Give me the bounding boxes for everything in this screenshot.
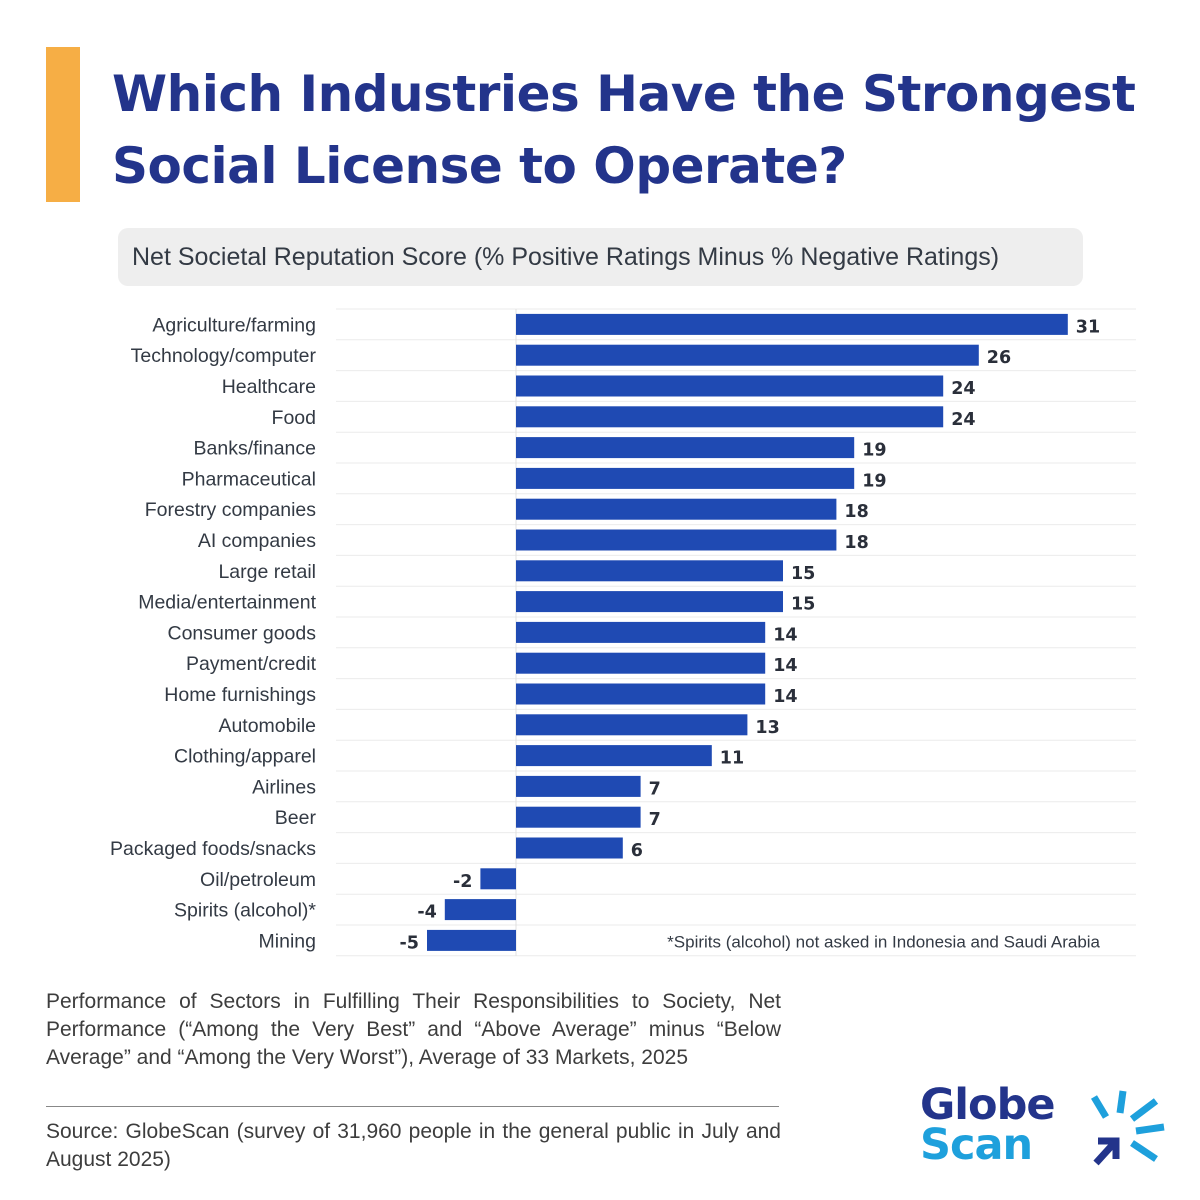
category-label: Forestry companies: [145, 499, 316, 521]
data-label: 19: [862, 441, 886, 461]
title-line-1: Which Industries Have the Strongest: [112, 65, 1136, 123]
category-label: Agriculture/farming: [152, 314, 316, 336]
data-label: 15: [791, 564, 815, 584]
category-label: Automobile: [218, 715, 316, 737]
bar: [516, 745, 712, 767]
data-label: 14: [773, 656, 797, 676]
bar: [516, 621, 766, 643]
data-label: -2: [453, 872, 472, 892]
bar: [516, 375, 944, 397]
data-label: 13: [755, 718, 779, 738]
subtitle-box: Net Societal Reputation Score (% Positiv…: [118, 228, 1083, 286]
category-label: Large retail: [218, 561, 316, 583]
logo-word-scan: Scan: [920, 1120, 1033, 1170]
data-label: 7: [649, 779, 661, 799]
data-label: 15: [791, 595, 815, 615]
category-label: Consumer goods: [168, 622, 317, 644]
data-label: 18: [844, 533, 868, 553]
category-label: Mining: [259, 930, 316, 952]
bar: [516, 683, 766, 705]
data-label: 14: [773, 687, 797, 707]
chart-subtitle: Net Societal Reputation Score (% Positiv…: [132, 242, 1000, 271]
category-label: Pharmaceutical: [182, 468, 316, 490]
title-accent-bar: [46, 47, 80, 202]
bar: [516, 714, 748, 736]
category-label: Media/entertainment: [138, 592, 316, 614]
data-label: -5: [400, 933, 419, 953]
bar: [516, 560, 783, 582]
bar: [427, 929, 516, 951]
data-label: 14: [773, 625, 797, 645]
category-label: Healthcare: [222, 376, 316, 398]
category-label: Payment/credit: [186, 653, 317, 675]
data-label: -4: [417, 903, 436, 923]
data-label: 6: [631, 841, 643, 861]
data-label: 19: [862, 471, 886, 491]
data-label: 18: [844, 502, 868, 522]
category-label: Spirits (alcohol)*: [174, 900, 316, 922]
category-label: Technology/computer: [131, 345, 317, 367]
bar: [516, 652, 766, 674]
bar: [480, 868, 516, 890]
data-label: 26: [987, 348, 1011, 368]
bar: [516, 344, 979, 366]
category-label: AI companies: [198, 530, 316, 552]
logo-word-globe: Globe: [920, 1080, 1056, 1130]
bar: [516, 406, 944, 428]
bar: [516, 775, 641, 797]
bar: [516, 806, 641, 828]
bar: [516, 437, 855, 459]
chart-title: Which Industries Have the Strongest Soci…: [112, 58, 1172, 202]
category-label: Clothing/apparel: [174, 746, 316, 768]
bar: [516, 313, 1068, 335]
category-label: Food: [272, 407, 316, 429]
category-label: Oil/petroleum: [200, 869, 316, 891]
category-label: Packaged foods/snacks: [110, 838, 316, 860]
logo-wordmark: Globe Scan: [920, 1080, 1056, 1170]
data-label: 24: [951, 379, 975, 399]
spirits-annotation: *Spirits (alcohol) not asked in Indonesi…: [667, 932, 1100, 951]
data-label: 11: [720, 749, 744, 769]
data-label: 31: [1076, 317, 1100, 337]
data-label: 24: [951, 410, 975, 430]
category-label: Beer: [275, 807, 317, 829]
source-note: Source: GlobeScan (survey of 31,960 peop…: [46, 1120, 781, 1171]
bar: [516, 498, 837, 520]
bar: [516, 529, 837, 551]
bar: [444, 899, 516, 921]
logo-burst-icon: [1090, 1090, 1165, 1166]
bar: [516, 591, 783, 613]
data-label: 7: [649, 810, 661, 830]
category-label: Home furnishings: [164, 684, 316, 706]
bar: [516, 837, 623, 859]
title-line-2: Social License to Operate?: [112, 137, 847, 195]
methodology-note: Performance of Sectors in Fulfilling The…: [46, 990, 781, 1069]
category-label: Airlines: [252, 776, 316, 798]
category-label: Banks/finance: [194, 438, 317, 460]
bar-chart: Agriculture/farming 31 Technology/computer…: [110, 308, 1136, 957]
bar: [516, 467, 855, 489]
divider: [46, 1106, 779, 1107]
globescan-logo: Globe Scan: [920, 1080, 1170, 1175]
